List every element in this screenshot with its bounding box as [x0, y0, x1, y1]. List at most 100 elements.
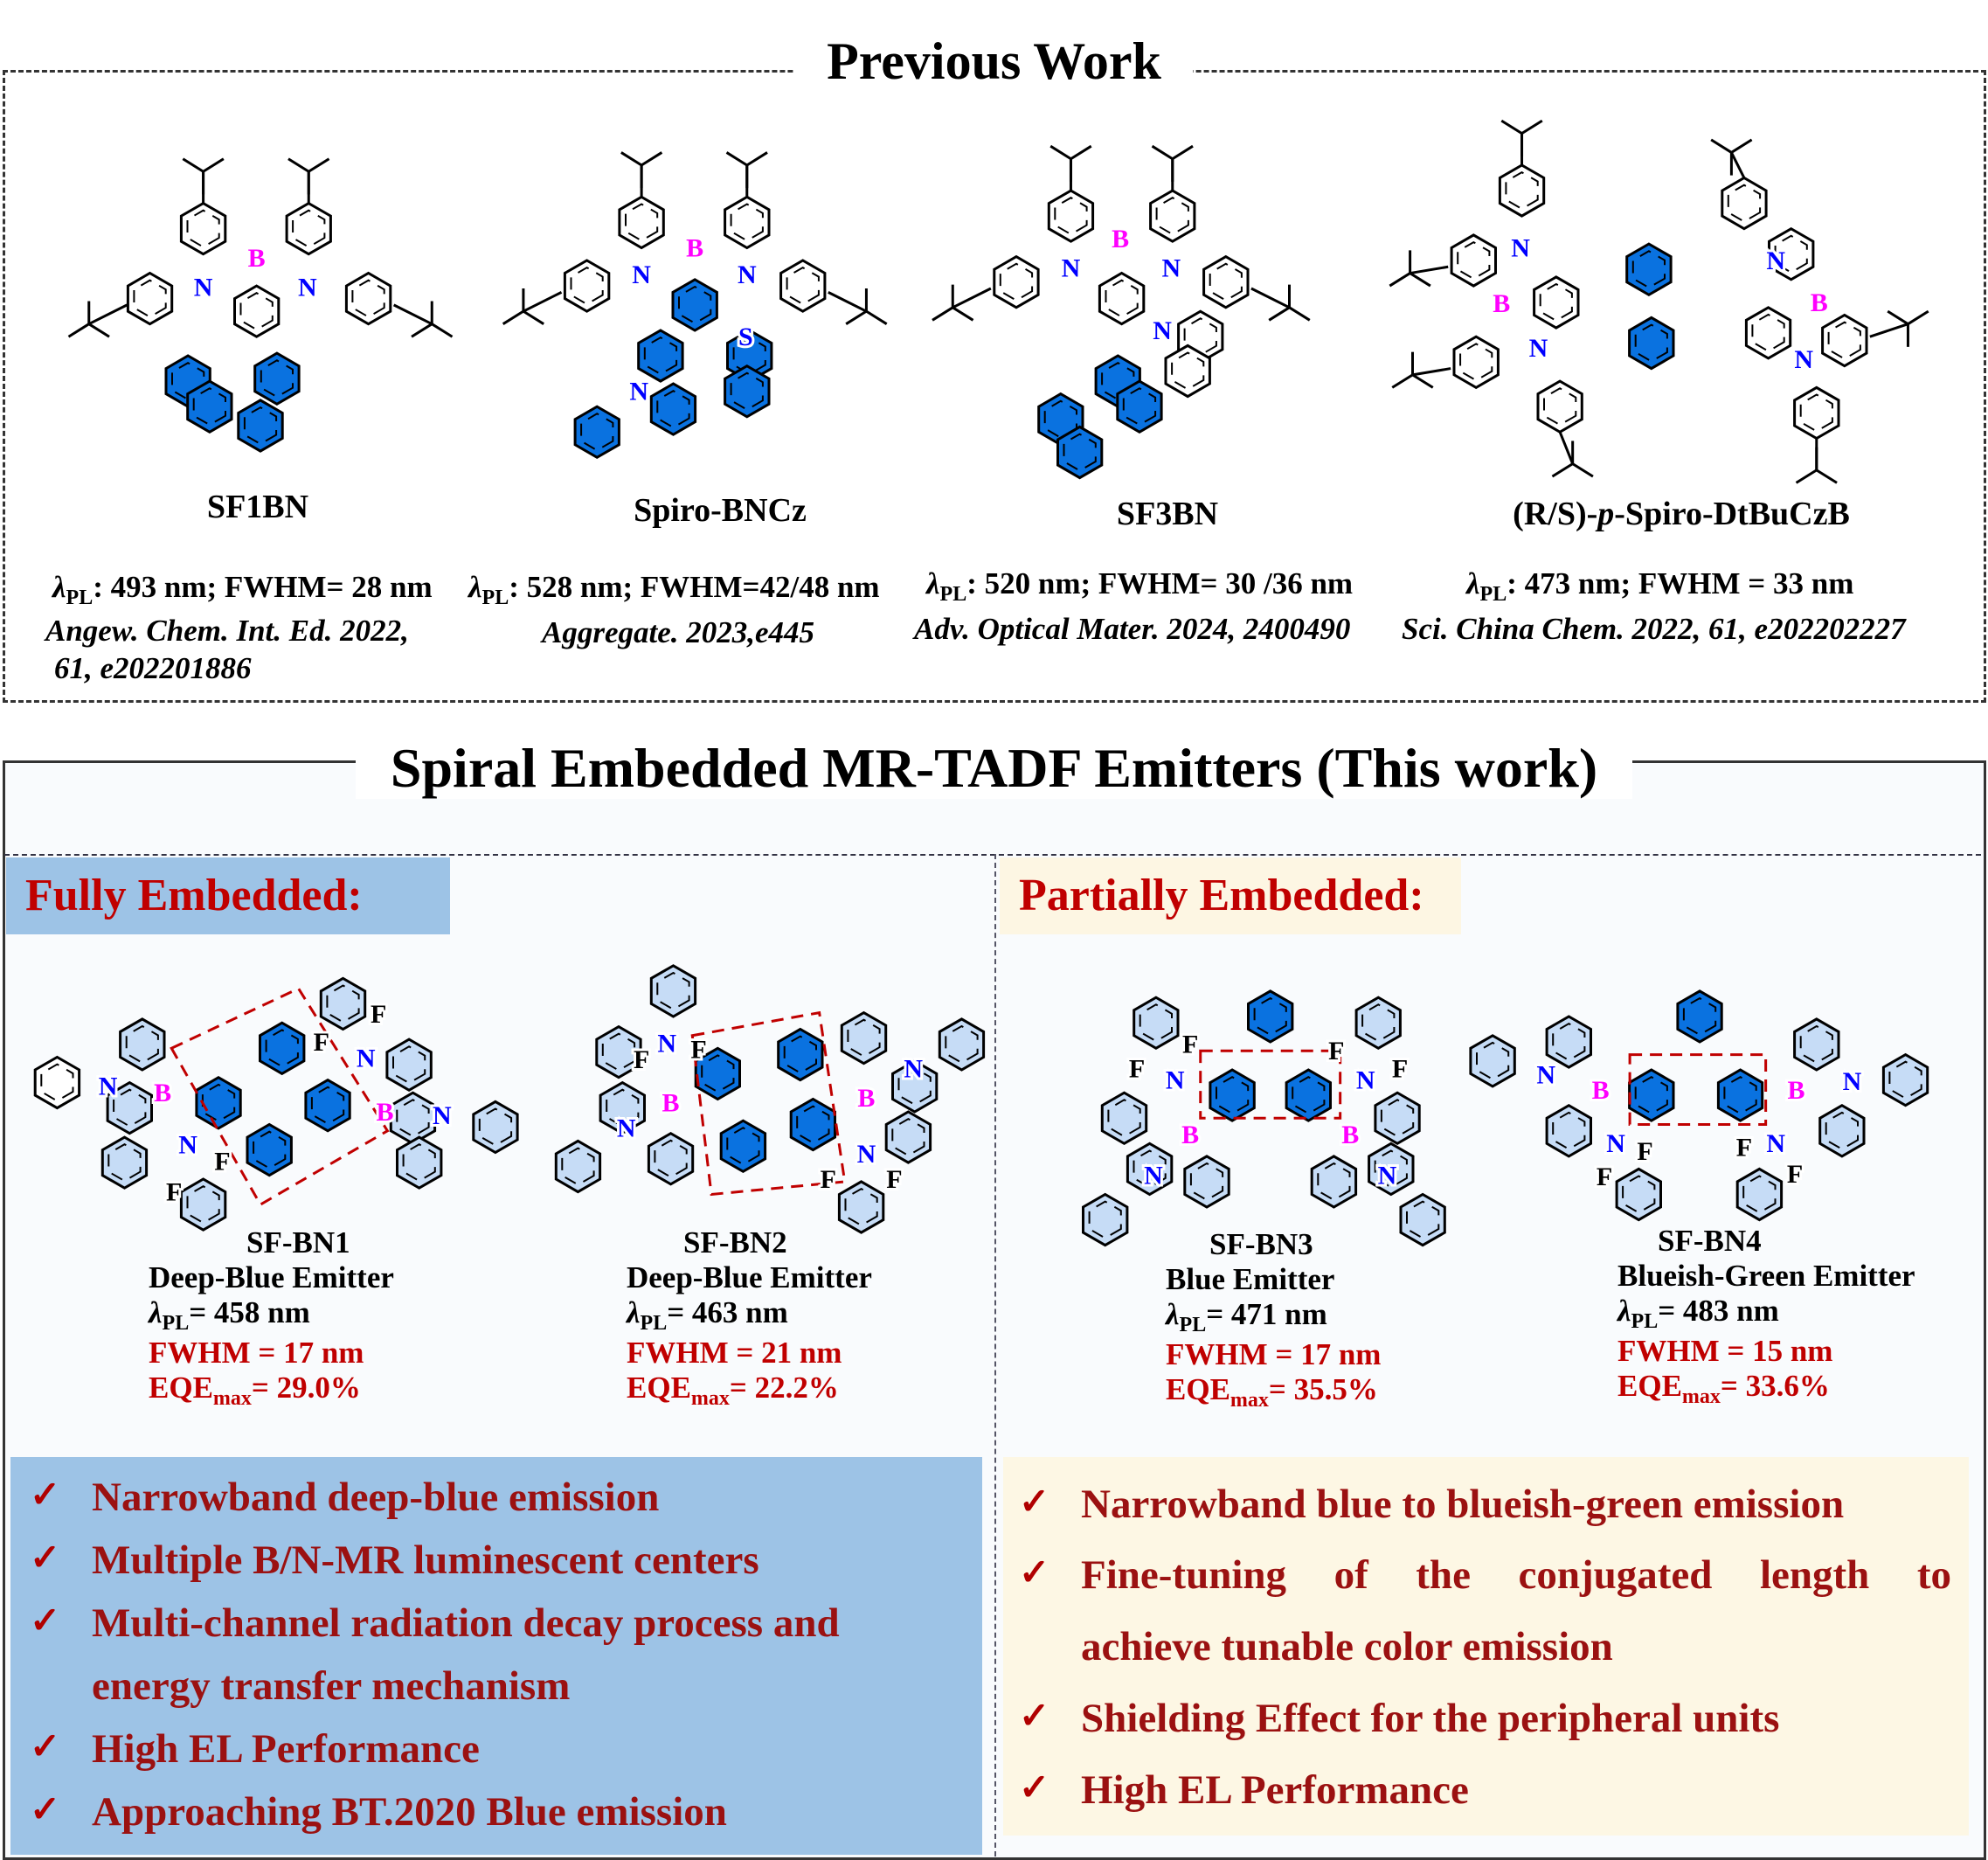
tert-butyl-group — [865, 309, 888, 325]
emitter-fwhm: FWHM = 17 nm — [1166, 1337, 1382, 1371]
emitter-type: Blue Emitter — [1166, 1262, 1335, 1296]
aromatic-bond — [1063, 433, 1097, 472]
tert-butyl-group — [182, 157, 204, 173]
check-icon: ✓ — [1019, 1697, 1050, 1737]
tert-butyl-group — [641, 151, 663, 167]
aromatic-bond — [1476, 1041, 1510, 1080]
feature-item: High EL Performance — [1081, 1767, 1469, 1813]
check-icon: ✓ — [1019, 1553, 1050, 1593]
emitter-name: SF-BN4 — [1658, 1224, 1762, 1258]
aromatic-bond — [326, 984, 360, 1024]
emitter-eqe: EQEmax= 29.0% — [149, 1371, 361, 1410]
aromatic-bond — [201, 1083, 236, 1122]
aromatic-bond — [999, 262, 1034, 302]
aromatic-bond — [133, 279, 167, 318]
aromatic-bond — [1727, 184, 1762, 223]
feature-item: Narrowband blue to blueish-green emissio… — [1081, 1482, 1845, 1527]
atom-label-f: F — [886, 1165, 902, 1194]
aromatic-bond — [726, 1127, 760, 1166]
aromatic-bond — [243, 406, 278, 446]
aromatic-bond — [1505, 170, 1539, 211]
fully-embedded-label: Fully Embedded: — [6, 857, 450, 934]
aromatic-bond — [1751, 313, 1785, 352]
atom-label-f: F — [371, 1000, 386, 1029]
atom-label-b: B — [686, 233, 703, 262]
tert-butyl-group — [1250, 287, 1291, 309]
aromatic-bond — [292, 209, 326, 248]
aromatic-bond — [1101, 362, 1135, 401]
aromatic-bond — [125, 1024, 159, 1065]
atom-label-n: N — [1843, 1067, 1862, 1096]
reference: Aggregate. 2023,e445 — [542, 615, 815, 649]
atom-label-n: N — [632, 260, 651, 289]
atom-label-b: B — [154, 1079, 171, 1107]
atom-label-b: B — [1493, 289, 1510, 318]
emitter-name: SF-BN1 — [246, 1225, 350, 1260]
tert-butyl-group — [308, 157, 330, 173]
emitter-type: Blueish-Green Emitter — [1617, 1259, 1915, 1293]
atom-label-b: B — [248, 244, 266, 273]
emitter-info-sf-bn1: SF-BN1 Deep-Blue Emitter λPL= 458 nm FWH… — [149, 1225, 394, 1411]
check-icon: ✓ — [30, 1475, 61, 1516]
atom-label-b: B — [1811, 288, 1828, 317]
aromatic-bond — [786, 266, 820, 306]
aromatic-bond — [891, 1117, 925, 1157]
feature-item: energy transfer mechanism — [92, 1663, 571, 1709]
emitter-info-sf-bn2: SF-BN2 Deep-Blue Emitter λPL= 463 nm FWH… — [627, 1225, 872, 1411]
atom-label-n: N — [194, 273, 213, 302]
atom-label-n: N — [1161, 254, 1181, 283]
atom-label-f: F — [690, 1036, 706, 1065]
atom-label-n: N — [1378, 1161, 1397, 1190]
atom-label-b: B — [376, 1098, 393, 1127]
aromatic-bond — [701, 1054, 735, 1093]
partially-embedded-features — [1003, 1457, 1969, 1836]
tert-butyl-group — [1558, 431, 1575, 465]
atom-label-n: N — [1766, 1129, 1785, 1158]
atom-label-n: N — [1356, 1065, 1375, 1094]
aromatic-bond — [1622, 1175, 1656, 1214]
tert-butyl-group — [1268, 306, 1291, 322]
tert-butyl-group — [523, 291, 563, 313]
emitter-lambda: λPL= 483 nm — [1617, 1294, 1779, 1333]
aromatic-bond — [1631, 250, 1666, 289]
atom-label-n: N — [1536, 1061, 1555, 1090]
aromatic-bond — [601, 1032, 636, 1072]
tert-butyl-group — [932, 306, 954, 322]
tert-butyl-group — [67, 323, 90, 338]
feature-item: Fine-tuning of the conjugated length to — [1081, 1552, 1951, 1598]
aromatic-bond — [561, 1147, 595, 1186]
atom-label-n: N — [738, 260, 757, 289]
tert-butyl-group — [1869, 323, 1908, 338]
aromatic-bond — [1723, 1076, 1757, 1115]
atom-label-n: N — [657, 1029, 676, 1058]
atom-label-n: N — [178, 1131, 197, 1160]
aromatic-bond — [253, 1130, 287, 1169]
tert-butyl-group — [1571, 462, 1594, 478]
aromatic-bond — [654, 1139, 688, 1178]
atom-label-n: N — [298, 273, 317, 302]
aromatic-bond — [1253, 996, 1287, 1037]
atom-label-f: F — [634, 1045, 649, 1074]
aromatic-bond — [625, 203, 659, 242]
aromatic-bond — [847, 1018, 881, 1058]
atom-label-f: F — [1392, 1054, 1408, 1083]
atom-label-b: B — [1592, 1076, 1610, 1105]
aromatic-bond — [171, 362, 205, 401]
aromatic-bond — [570, 266, 604, 306]
aromatic-bond — [1139, 1003, 1173, 1043]
aromatic-bond — [1374, 1149, 1408, 1189]
tert-butyl-group — [1410, 265, 1449, 275]
aromatic-bond — [580, 413, 614, 452]
tert-butyl-group — [1288, 306, 1311, 322]
aromatic-bond — [1088, 1200, 1122, 1239]
aromatic-bond — [1292, 1076, 1326, 1115]
emitter-fwhm: FWHM = 21 nm — [627, 1336, 842, 1370]
aromatic-bond — [1634, 323, 1668, 363]
atom-label-b: B — [1181, 1121, 1199, 1149]
emitter-eqe: EQEmax= 22.2% — [627, 1371, 839, 1410]
atom-label-n: N — [99, 1072, 118, 1101]
atom-label-f: F — [1637, 1137, 1652, 1166]
atom-label-f: F — [1787, 1160, 1803, 1189]
divider — [994, 854, 996, 1857]
feature-item: High EL Performance — [92, 1726, 480, 1772]
